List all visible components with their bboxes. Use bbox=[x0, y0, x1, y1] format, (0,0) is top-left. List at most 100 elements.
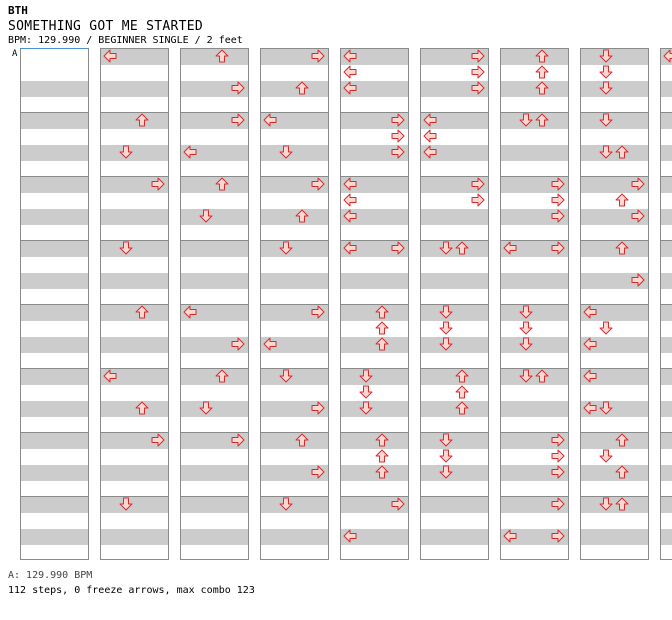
down-arrow-icon bbox=[119, 145, 133, 159]
right-arrow-icon bbox=[551, 433, 565, 447]
beat-stripe bbox=[101, 337, 168, 353]
beat-stripe bbox=[421, 113, 488, 129]
bpm-legend: A: 129.990 BPM bbox=[8, 570, 93, 581]
beat-stripe bbox=[501, 465, 568, 481]
beat-stripe bbox=[581, 465, 648, 481]
measure-line bbox=[500, 240, 569, 241]
right-arrow-icon bbox=[551, 497, 565, 511]
right-arrow-icon bbox=[231, 337, 245, 351]
measure-line bbox=[180, 368, 249, 369]
up-arrow-icon bbox=[135, 401, 149, 415]
beat-stripe bbox=[181, 273, 248, 289]
right-arrow-icon bbox=[391, 113, 405, 127]
right-arrow-icon bbox=[151, 177, 165, 191]
down-arrow-icon bbox=[439, 449, 453, 463]
right-arrow-icon bbox=[231, 433, 245, 447]
measure-line bbox=[420, 432, 489, 433]
down-arrow-icon bbox=[119, 497, 133, 511]
up-arrow-icon bbox=[535, 49, 549, 63]
beat-stripe bbox=[501, 81, 568, 97]
beat-stripe bbox=[421, 241, 488, 257]
beat-stripe bbox=[501, 529, 568, 545]
down-arrow-icon bbox=[119, 241, 133, 255]
left-arrow-icon bbox=[103, 369, 117, 383]
measure-line bbox=[660, 432, 672, 433]
measure-line bbox=[500, 432, 569, 433]
right-arrow-icon bbox=[311, 401, 325, 415]
beat-stripe bbox=[181, 401, 248, 417]
left-arrow-icon bbox=[263, 113, 277, 127]
right-arrow-icon bbox=[631, 177, 645, 191]
measure-line bbox=[420, 176, 489, 177]
beat-stripe bbox=[21, 401, 88, 417]
measure-line bbox=[20, 432, 89, 433]
right-arrow-icon bbox=[551, 177, 565, 191]
right-arrow-icon bbox=[311, 177, 325, 191]
beat-stripe bbox=[421, 49, 488, 65]
beat-stripe bbox=[101, 529, 168, 545]
beat-stripe bbox=[581, 305, 648, 321]
measure-line bbox=[180, 112, 249, 113]
beat-stripe bbox=[341, 337, 408, 353]
right-arrow-icon bbox=[471, 49, 485, 63]
down-arrow-icon bbox=[519, 337, 533, 351]
left-arrow-icon bbox=[343, 209, 357, 223]
left-arrow-icon bbox=[343, 49, 357, 63]
beat-stripe bbox=[581, 273, 648, 289]
beat-stripe bbox=[421, 497, 488, 513]
left-arrow-icon bbox=[423, 129, 437, 143]
beat-stripe bbox=[581, 497, 648, 513]
down-arrow-icon bbox=[599, 65, 613, 79]
measure-line bbox=[340, 176, 409, 177]
up-arrow-icon bbox=[535, 369, 549, 383]
beat-stripe bbox=[21, 465, 88, 481]
down-arrow-icon bbox=[439, 465, 453, 479]
beat-stripe bbox=[181, 465, 248, 481]
beat-stripe bbox=[341, 369, 408, 385]
up-arrow-icon bbox=[615, 497, 629, 511]
song-title: SOMETHING GOT ME STARTED bbox=[8, 19, 204, 34]
beat-stripe bbox=[261, 273, 328, 289]
measure-line bbox=[260, 304, 329, 305]
right-arrow-icon bbox=[391, 129, 405, 143]
beat-stripe bbox=[341, 497, 408, 513]
measure-line bbox=[580, 240, 649, 241]
beat-stripe bbox=[181, 433, 248, 449]
up-arrow-icon bbox=[295, 433, 309, 447]
down-arrow-icon bbox=[359, 369, 373, 383]
left-arrow-icon bbox=[103, 49, 117, 63]
beat-stripe bbox=[101, 145, 168, 161]
measure-line bbox=[500, 176, 569, 177]
beat-stripe bbox=[341, 49, 408, 65]
right-arrow-icon bbox=[551, 241, 565, 255]
right-arrow-icon bbox=[631, 209, 645, 223]
beat-stripe bbox=[101, 401, 168, 417]
beat-stripe bbox=[661, 529, 672, 545]
song-artist: BTH bbox=[8, 4, 28, 17]
beat-stripe bbox=[101, 433, 168, 449]
beat-stripe bbox=[341, 81, 408, 97]
measure-line bbox=[500, 496, 569, 497]
up-arrow-icon bbox=[375, 305, 389, 319]
up-arrow-icon bbox=[215, 49, 229, 63]
up-arrow-icon bbox=[455, 241, 469, 255]
measure-line bbox=[20, 304, 89, 305]
beat-stripe bbox=[101, 81, 168, 97]
beat-stripe bbox=[21, 369, 88, 385]
down-arrow-icon bbox=[359, 401, 373, 415]
beat-stripe bbox=[501, 401, 568, 417]
beat-stripe bbox=[581, 337, 648, 353]
beat-stripe bbox=[101, 305, 168, 321]
measure-line bbox=[420, 496, 489, 497]
right-arrow-icon bbox=[311, 49, 325, 63]
measure-line bbox=[580, 432, 649, 433]
measure-line bbox=[340, 240, 409, 241]
right-arrow-icon bbox=[311, 305, 325, 319]
measure-line bbox=[340, 368, 409, 369]
measure-line bbox=[100, 112, 169, 113]
left-arrow-icon bbox=[343, 241, 357, 255]
measure-line bbox=[340, 304, 409, 305]
bpm-change-line bbox=[20, 48, 88, 49]
up-arrow-icon bbox=[455, 369, 469, 383]
down-arrow-icon bbox=[279, 145, 293, 159]
